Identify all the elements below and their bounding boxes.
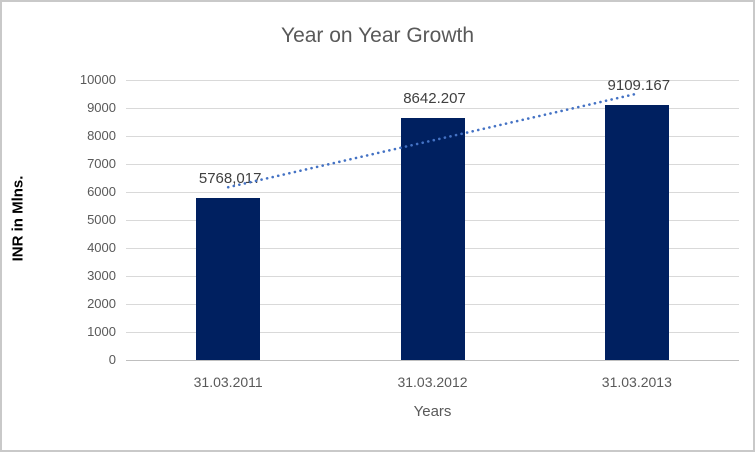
data-label: 8642.207 bbox=[403, 90, 466, 108]
x-axis-title: Years bbox=[413, 403, 452, 420]
y-tick-label: 0 bbox=[108, 352, 116, 367]
gridline bbox=[126, 80, 739, 81]
y-tick-label: 6000 bbox=[87, 184, 116, 199]
y-axis-title: INR in Mlns. bbox=[9, 175, 27, 262]
y-tick-label: 2000 bbox=[87, 296, 116, 311]
data-label: 5768,017 bbox=[198, 170, 262, 188]
gridline bbox=[126, 360, 739, 361]
bar-31.03.2011 bbox=[196, 198, 261, 360]
x-tick-label: 31.03.2012 bbox=[397, 374, 468, 390]
y-tick-label: 9000 bbox=[87, 100, 116, 115]
y-tick-label: 7000 bbox=[87, 156, 116, 171]
y-tick-label: 8000 bbox=[87, 128, 116, 143]
y-tick-label: 10000 bbox=[79, 72, 116, 87]
y-tick-label: 1000 bbox=[87, 324, 116, 339]
bar-31.03.2013 bbox=[604, 104, 669, 360]
data-label: 9109.167 bbox=[607, 76, 671, 94]
y-tick-label: 4000 bbox=[87, 240, 116, 255]
x-tick-label: 31.03.2011 bbox=[193, 374, 263, 390]
bar-31.03.2012 bbox=[400, 118, 465, 360]
chart-title: Year on Year Growth bbox=[280, 24, 475, 47]
x-tick-label: 31.03.2013 bbox=[601, 374, 672, 390]
y-tick-label: 5000 bbox=[87, 212, 116, 227]
y-tick-label: 3000 bbox=[87, 268, 116, 283]
